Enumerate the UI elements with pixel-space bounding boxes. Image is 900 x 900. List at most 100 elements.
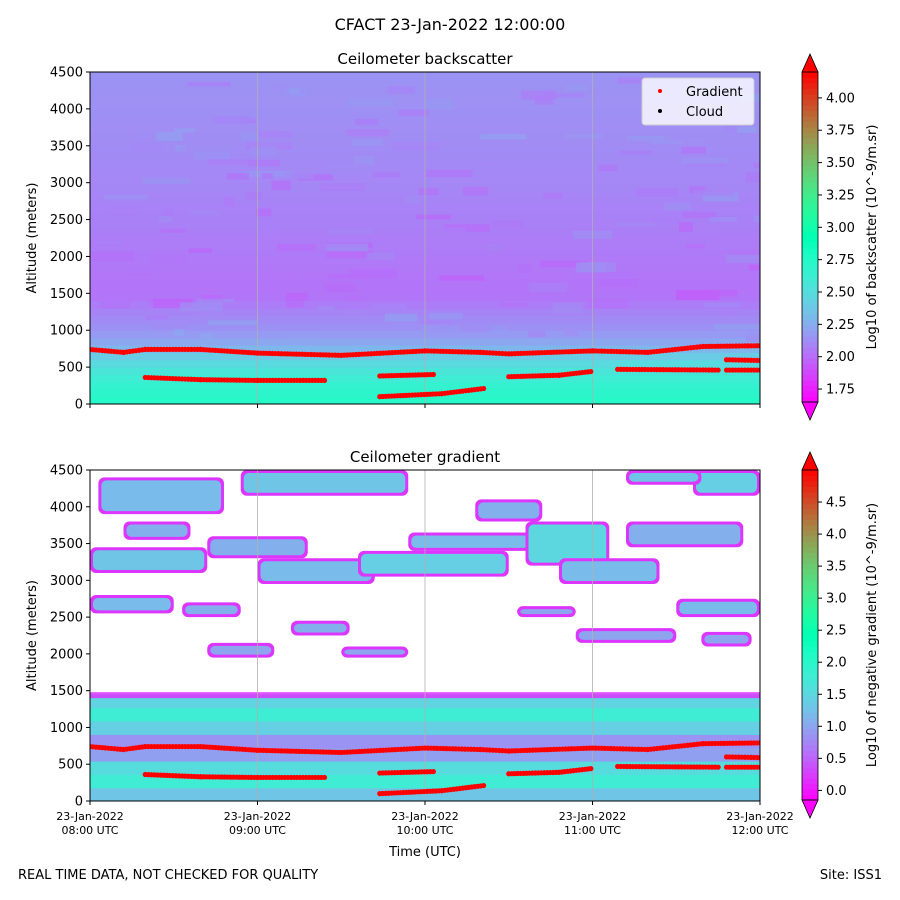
field-texture xyxy=(528,283,568,293)
gradient-point xyxy=(715,367,721,373)
legend-label: Cloud xyxy=(686,105,723,120)
colorbar-tick-label: 3.00 xyxy=(826,221,855,236)
field-texture xyxy=(598,164,618,172)
y-tick-label: 1000 xyxy=(50,721,83,736)
colorbar-segment xyxy=(802,385,818,392)
colorbar-segment xyxy=(802,226,818,232)
field-texture xyxy=(104,194,148,200)
colorbar-segment xyxy=(802,143,818,150)
field-texture xyxy=(540,260,590,268)
colorbar-segment xyxy=(802,684,818,691)
x-tick-label: 23-Jan-2022 xyxy=(559,810,627,823)
colorbar-segment xyxy=(802,325,818,331)
field-texture xyxy=(296,270,330,276)
field-texture xyxy=(619,150,653,156)
colorbar-segment xyxy=(802,519,818,526)
colorbar-frame xyxy=(801,469,819,801)
x-tick-label: 23-Jan-2022 xyxy=(726,810,794,823)
field-texture xyxy=(462,186,489,196)
colorbar-tick-label: 1.0 xyxy=(826,720,847,735)
colorbar-segment xyxy=(802,739,818,746)
field-texture xyxy=(693,190,735,197)
cloud-patch xyxy=(478,502,540,519)
colorbar-segment xyxy=(802,585,818,592)
colorbar-segment xyxy=(802,149,818,155)
field-texture xyxy=(678,222,693,232)
colorbar-segment xyxy=(802,198,818,205)
field-texture xyxy=(439,275,485,281)
field-texture xyxy=(564,133,603,139)
colorbar-segment xyxy=(802,94,818,100)
gradient-point xyxy=(481,385,487,392)
colorbar-segment xyxy=(802,794,818,801)
colorbar-segment xyxy=(802,138,818,144)
field-texture xyxy=(261,173,274,179)
colorbar-segment xyxy=(802,602,818,608)
panel-title: Ceilometer gradient xyxy=(350,448,500,466)
x-tick-label: 08:00 UTC xyxy=(61,824,118,837)
field-texture xyxy=(271,180,291,191)
field-texture xyxy=(327,163,368,173)
colorbar-segment xyxy=(802,341,818,348)
field-texture xyxy=(245,142,293,150)
gradient-point xyxy=(757,357,760,364)
colorbar-frame xyxy=(801,71,819,403)
field-texture xyxy=(150,320,188,329)
field-texture xyxy=(759,329,760,337)
y-tick-label: 1500 xyxy=(50,287,83,302)
field-texture xyxy=(675,290,720,300)
cloud-patch xyxy=(704,634,749,644)
colorbar-segment xyxy=(802,160,818,166)
colorbar-tick-label: 1.5 xyxy=(826,688,847,703)
field-texture xyxy=(418,188,439,196)
field-texture xyxy=(461,326,486,333)
field-texture xyxy=(344,309,365,314)
colorbar-segment xyxy=(802,248,818,254)
field-texture xyxy=(518,263,532,274)
field-texture xyxy=(224,196,235,207)
colorbar-tick-label: 3.25 xyxy=(826,188,855,203)
colorbar-segment xyxy=(802,481,818,487)
field-texture xyxy=(320,183,366,191)
y-tick-label: 4000 xyxy=(50,500,83,515)
field-texture xyxy=(353,156,375,166)
gradient-point xyxy=(430,371,436,378)
field-texture xyxy=(272,85,290,92)
field-texture xyxy=(226,173,249,180)
field-texture xyxy=(599,279,638,287)
field-texture xyxy=(726,254,760,264)
field-texture xyxy=(163,209,174,219)
x-axis-label: Time (UTC) xyxy=(388,845,461,860)
field-texture xyxy=(200,332,214,340)
backscatter-panel: Ceilometer backscatter 0 500 1000 1500 2000 25… xyxy=(25,50,761,413)
field-texture xyxy=(212,116,251,124)
field-texture xyxy=(563,329,579,336)
field-texture xyxy=(753,215,760,223)
field-texture xyxy=(326,250,374,259)
field-texture xyxy=(285,292,308,301)
colorbar-segment xyxy=(802,673,818,680)
legend-label: Gradient xyxy=(686,85,743,100)
figure-title: CFACT 23-Jan-2022 12:00:00 xyxy=(334,15,566,34)
field-texture xyxy=(250,146,277,156)
y-tick-label: 3000 xyxy=(50,574,83,589)
cloud-patch xyxy=(93,550,205,570)
field-texture xyxy=(324,282,356,292)
field-texture xyxy=(197,298,235,303)
field-texture xyxy=(499,302,529,307)
colorbar-segment xyxy=(802,640,818,647)
colorbar-segment xyxy=(802,209,818,216)
colorbar-segment xyxy=(802,319,818,326)
colorbar-tick-label: 0.0 xyxy=(826,784,847,799)
x-tick-label: 23-Jan-2022 xyxy=(391,810,459,823)
y-tick-label: 4500 xyxy=(50,464,83,479)
colorbar-segment xyxy=(802,475,818,482)
field-texture xyxy=(745,331,760,342)
colorbar-segment xyxy=(802,182,818,188)
colorbar-tick-label: 0.5 xyxy=(826,752,847,767)
colorbar-segment xyxy=(802,220,818,227)
colorbar-tick-label: 4.00 xyxy=(826,91,855,106)
colorbar-segment xyxy=(802,314,818,320)
field-texture xyxy=(749,264,760,271)
field-texture xyxy=(552,303,583,313)
